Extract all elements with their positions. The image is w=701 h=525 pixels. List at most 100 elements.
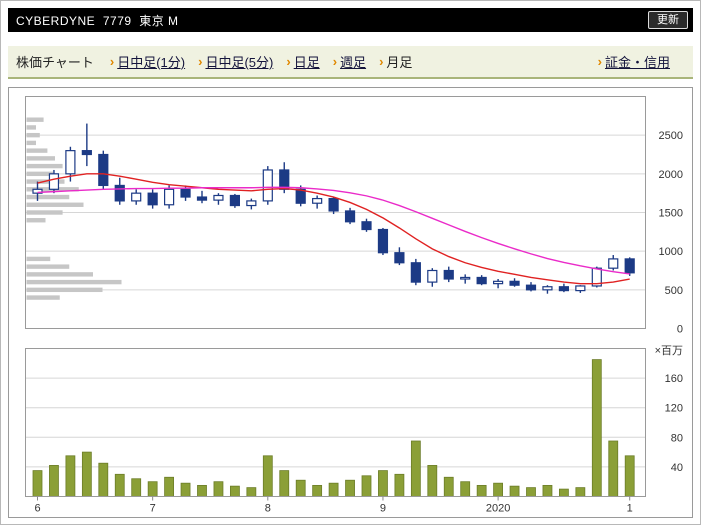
volume-bar (279, 470, 290, 497)
candle (229, 193, 240, 208)
candle (361, 218, 372, 232)
x-axis-label: 8 (265, 503, 271, 515)
candle (509, 278, 520, 287)
volume-profile-bar (26, 148, 48, 153)
tab-label-daily[interactable]: 日足 (293, 55, 320, 70)
candle-body (328, 197, 339, 212)
candle (542, 285, 553, 294)
volume-bar (32, 470, 43, 497)
moving-average-long (37, 186, 630, 275)
candle-body (114, 184, 125, 202)
candle (131, 189, 142, 205)
chart-container: 0 500 1000 1500 2000 2500 40 80 120 160 ×百万 6 7 8 9 20… (8, 87, 693, 518)
candle-body (229, 194, 240, 207)
volume-bar (164, 476, 175, 497)
volume-chart: 40 80 120 160 ×百万 6 7 8 9 2020 1 (25, 345, 683, 515)
volume-profile-bar (26, 279, 122, 285)
candle (558, 283, 570, 293)
candle (608, 255, 619, 271)
volume-profile-bar (26, 256, 51, 262)
chevron-marker-icon: › (332, 54, 338, 69)
candle-body (164, 188, 175, 206)
candle-body (196, 196, 208, 201)
candle (493, 279, 504, 289)
candle-body (180, 188, 191, 198)
volume-profile-bar (26, 295, 60, 300)
candle-body (542, 286, 553, 291)
refresh-button[interactable]: 更新 (648, 11, 688, 29)
volume-bar (262, 455, 273, 497)
x-axis-label: 1 (627, 503, 633, 515)
candle (262, 166, 273, 205)
candle (114, 177, 125, 205)
candle-body (65, 150, 76, 175)
tab-daily[interactable]: › 日足 (286, 52, 319, 71)
title-bar: CYBERDYNE 7779 東京 M 更新 (8, 8, 693, 32)
candle-body (410, 262, 421, 283)
volume-profile-bar (26, 194, 70, 200)
volume-bar (427, 465, 438, 497)
candle (81, 123, 92, 167)
tab-intraday-5min[interactable]: › 日中足(5分) (198, 52, 273, 71)
y-axis-label: 1500 (659, 208, 683, 220)
candle-body (344, 210, 356, 223)
volume-bar (328, 482, 339, 497)
tab-label-weekly[interactable]: 週足 (340, 55, 367, 70)
volume-bar (394, 473, 405, 497)
tab-weekly[interactable]: › 週足 (333, 52, 366, 71)
candle-body (279, 169, 290, 190)
chevron-marker-icon: › (198, 54, 203, 69)
stock-title: CYBERDYNE 7779 東京 M (16, 13, 179, 28)
tab-label-intraday-5min[interactable]: 日中足(5分) (205, 55, 274, 70)
volume-profile-bar (26, 140, 36, 146)
tab-margin-credit[interactable]: › 証金・信用 (598, 52, 670, 71)
volume-bar (410, 440, 421, 497)
candle-body (377, 228, 389, 254)
candle-body (394, 252, 405, 264)
candle (575, 285, 586, 293)
candle (147, 189, 158, 209)
tab-monthly: › 月足 (379, 52, 412, 71)
candle-body (575, 285, 586, 292)
volume-profile-bar (26, 202, 84, 207)
candle (164, 185, 175, 209)
volume-profile-bar (26, 264, 70, 269)
tab-label-margin-credit[interactable]: 証金・信用 (604, 55, 670, 70)
tab-intraday-1min[interactable]: › 日中足(1分) (110, 52, 185, 71)
volume-profile-bar (26, 125, 36, 130)
volume-bar (345, 479, 355, 497)
volume-bar (229, 485, 240, 497)
candle-body (147, 192, 158, 206)
y-axis-label: 80 (671, 432, 683, 444)
candle-body (591, 267, 602, 287)
candle-body (443, 269, 454, 280)
moving-average-short (37, 173, 630, 285)
volume-bar (147, 481, 158, 497)
candle-body (98, 153, 109, 187)
tab-label-intraday-1min[interactable]: 日中足(1分) (117, 55, 186, 70)
volume-profile-bar (26, 287, 103, 293)
volume-bar (378, 470, 388, 497)
candle (476, 275, 487, 286)
y-axis-label: 120 (665, 403, 683, 415)
volume-bar (213, 481, 224, 497)
y-axis-label: 500 (665, 285, 683, 297)
volume-bar (493, 482, 504, 497)
candle (427, 268, 438, 287)
volume-unit-label: ×百万 (655, 345, 683, 357)
volume-bar (131, 478, 142, 497)
x-axis-label: 6 (34, 503, 40, 515)
candle (344, 207, 356, 225)
candle-body (525, 284, 537, 291)
volume-profile-bar (26, 117, 44, 122)
candle-body (312, 197, 323, 204)
candle-body (509, 280, 520, 286)
candle (410, 258, 421, 286)
candle (525, 282, 537, 292)
chevron-marker-icon: › (109, 54, 115, 69)
volume-bar (559, 488, 569, 497)
volume-bar (509, 485, 520, 497)
chart-tabs: › 日中足(1分) › 日中足(5分) › 日足 › 週足 › 月足 (110, 52, 426, 71)
candle (460, 274, 471, 284)
